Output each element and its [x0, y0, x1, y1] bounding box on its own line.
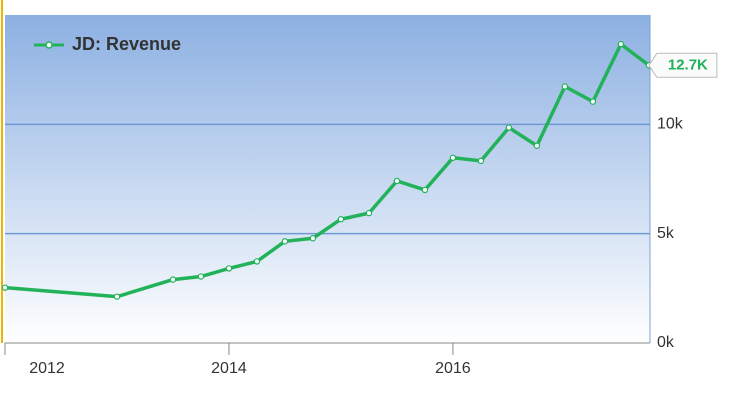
point [505, 124, 513, 131]
series-line [4, 42, 650, 299]
point [393, 177, 401, 185]
point [561, 83, 569, 90]
plot-area [5, 15, 650, 343]
x-tick-label: 2014 [211, 360, 247, 377]
value-label: 12.7K [668, 56, 708, 73]
y-tick-label: 5k [657, 225, 675, 242]
x-tick-label: 2016 [435, 360, 471, 377]
legend-marker [45, 41, 53, 49]
point [113, 293, 121, 300]
point [169, 276, 177, 283]
point [337, 216, 345, 223]
point [225, 265, 233, 272]
point [533, 142, 541, 149]
y-tick-label: 0k [657, 334, 675, 351]
x-tick-label: 2012 [29, 360, 65, 377]
legend: JD: Revenue [34, 34, 181, 54]
point [1, 284, 9, 291]
point [281, 238, 289, 245]
legend-label: JD: Revenue [72, 34, 181, 54]
point [253, 258, 261, 265]
point [449, 154, 457, 161]
y-tick-label: 10k [657, 116, 684, 133]
point [197, 273, 205, 280]
callout-box [648, 52, 718, 78]
point [309, 235, 317, 242]
point [589, 98, 597, 105]
point [617, 40, 625, 48]
point [477, 157, 485, 165]
point [365, 209, 373, 217]
point [421, 186, 429, 194]
